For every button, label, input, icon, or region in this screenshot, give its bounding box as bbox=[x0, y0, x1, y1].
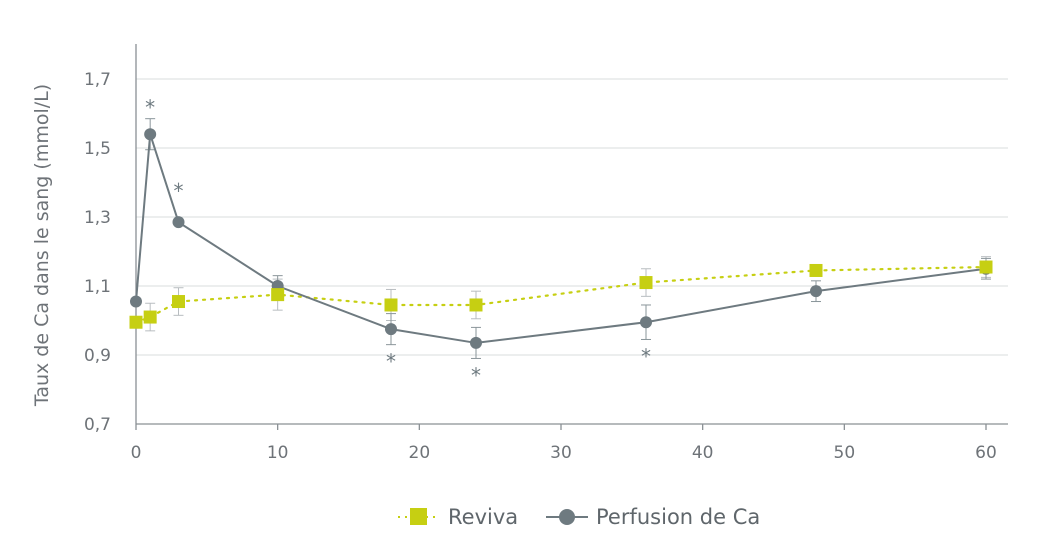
y-axis-title: Taux de Ca dans le sang (mmol/L) bbox=[31, 84, 53, 407]
legend-item-perfusion: Perfusion de Ca bbox=[546, 505, 760, 529]
legend-reviva-label: Reviva bbox=[448, 505, 518, 529]
perfusion-point bbox=[172, 216, 185, 229]
y-tick-label: 1,1 bbox=[84, 277, 111, 297]
significance-star: * bbox=[174, 179, 184, 203]
x-tick-label: 50 bbox=[834, 443, 856, 463]
x-tick-label: 60 bbox=[975, 443, 997, 463]
perfusion-point bbox=[130, 295, 142, 308]
grid-lines bbox=[136, 78, 1008, 356]
legend-reviva-marker bbox=[410, 508, 427, 525]
y-tick-label: 0,7 bbox=[84, 415, 111, 435]
x-tick-label: 30 bbox=[550, 443, 572, 463]
significance-star: * bbox=[386, 350, 396, 374]
reviva-point bbox=[469, 298, 483, 312]
legend-perfusion-marker bbox=[559, 509, 575, 525]
reviva-line bbox=[134, 265, 988, 324]
error-bars bbox=[145, 118, 991, 359]
y-tick-label: 0,9 bbox=[84, 346, 111, 366]
reviva-point bbox=[809, 263, 823, 277]
reviva-point bbox=[639, 276, 653, 290]
series-markers bbox=[129, 128, 993, 349]
y-tick-label: 1,5 bbox=[84, 139, 111, 159]
series-lines bbox=[134, 133, 988, 344]
perfusion-point bbox=[810, 285, 822, 298]
reviva-point bbox=[143, 310, 157, 324]
reviva-point bbox=[384, 298, 398, 312]
significance-markers: * * * * * bbox=[145, 96, 651, 388]
significance-star: * bbox=[145, 96, 155, 120]
legend: Reviva Perfusion de Ca bbox=[398, 505, 760, 529]
perfusion-point bbox=[640, 316, 652, 329]
legend-perfusion-label: Perfusion de Ca bbox=[596, 505, 760, 529]
x-tick-label: 10 bbox=[267, 443, 289, 463]
x-tick-label: 20 bbox=[409, 443, 431, 463]
x-tick-label: 0 bbox=[131, 443, 142, 463]
y-tick-label: 1,7 bbox=[84, 70, 111, 90]
reviva-point bbox=[271, 288, 285, 302]
significance-star: * bbox=[471, 363, 481, 387]
y-tick-label: 1,3 bbox=[84, 208, 111, 228]
reviva-point bbox=[172, 295, 185, 309]
perfusion-point bbox=[470, 336, 482, 349]
significance-star: * bbox=[641, 344, 651, 368]
reviva-point bbox=[979, 260, 993, 274]
perfusion-line bbox=[135, 133, 987, 344]
reviva-point bbox=[129, 315, 143, 329]
axes bbox=[135, 44, 1008, 430]
legend-item-reviva: Reviva bbox=[398, 505, 518, 529]
perfusion-point bbox=[144, 128, 157, 141]
x-tick-label: 40 bbox=[692, 443, 714, 463]
x-tick-labels: 0 10 20 30 40 50 60 bbox=[131, 443, 997, 463]
y-tick-labels: 0,7 0,9 1,1 1,3 1,5 1,7 bbox=[84, 70, 111, 435]
perfusion-point bbox=[385, 323, 397, 336]
